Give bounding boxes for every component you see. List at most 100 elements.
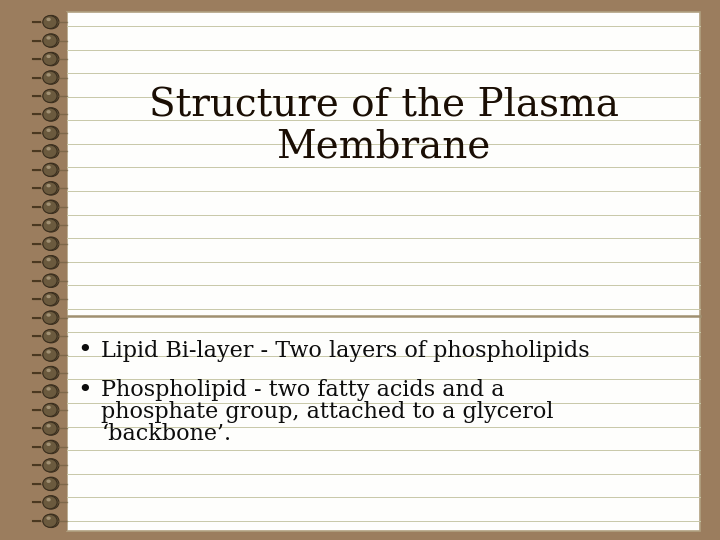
Ellipse shape <box>48 110 53 114</box>
Ellipse shape <box>42 385 57 398</box>
Ellipse shape <box>48 92 53 96</box>
Ellipse shape <box>46 36 51 39</box>
Ellipse shape <box>44 52 59 66</box>
Ellipse shape <box>44 219 59 232</box>
Ellipse shape <box>44 181 59 195</box>
Ellipse shape <box>46 498 51 502</box>
Text: Structure of the Plasma: Structure of the Plasma <box>148 87 618 124</box>
Ellipse shape <box>44 329 59 343</box>
Ellipse shape <box>46 165 51 169</box>
Ellipse shape <box>46 110 51 113</box>
Ellipse shape <box>44 385 59 398</box>
Text: Membrane: Membrane <box>276 129 491 165</box>
Ellipse shape <box>46 516 51 520</box>
Ellipse shape <box>48 55 53 59</box>
Ellipse shape <box>46 276 51 280</box>
Ellipse shape <box>42 256 57 269</box>
Ellipse shape <box>48 369 53 373</box>
Ellipse shape <box>46 461 51 464</box>
Ellipse shape <box>46 443 51 446</box>
Ellipse shape <box>44 34 59 48</box>
Ellipse shape <box>42 145 57 158</box>
Ellipse shape <box>48 350 53 354</box>
Ellipse shape <box>46 480 51 483</box>
Ellipse shape <box>48 424 53 428</box>
Ellipse shape <box>44 459 59 472</box>
Ellipse shape <box>44 366 59 380</box>
Ellipse shape <box>48 517 53 521</box>
FancyBboxPatch shape <box>0 12 67 531</box>
Ellipse shape <box>46 239 51 243</box>
Ellipse shape <box>44 422 59 435</box>
Ellipse shape <box>42 219 57 232</box>
Ellipse shape <box>48 202 53 206</box>
Text: Lipid Bi-layer - Two layers of phospholipids: Lipid Bi-layer - Two layers of phospholi… <box>102 340 590 362</box>
Ellipse shape <box>48 276 53 280</box>
Ellipse shape <box>48 221 53 225</box>
Ellipse shape <box>42 477 57 490</box>
Ellipse shape <box>44 89 59 103</box>
Ellipse shape <box>44 348 59 361</box>
Text: phosphate group, attached to a glycerol: phosphate group, attached to a glycerol <box>102 401 554 423</box>
Ellipse shape <box>46 184 51 187</box>
Ellipse shape <box>48 184 53 188</box>
Ellipse shape <box>42 293 57 306</box>
Ellipse shape <box>48 387 53 391</box>
Ellipse shape <box>44 274 59 287</box>
Ellipse shape <box>46 350 51 354</box>
Ellipse shape <box>42 403 57 416</box>
Ellipse shape <box>48 239 53 244</box>
Ellipse shape <box>48 406 53 410</box>
Ellipse shape <box>44 311 59 325</box>
Ellipse shape <box>48 73 53 77</box>
Ellipse shape <box>48 166 53 170</box>
Ellipse shape <box>48 147 53 151</box>
Ellipse shape <box>48 18 53 22</box>
Ellipse shape <box>42 52 57 65</box>
Ellipse shape <box>42 496 57 509</box>
Ellipse shape <box>44 126 59 140</box>
Ellipse shape <box>44 16 59 29</box>
Ellipse shape <box>46 258 51 261</box>
Ellipse shape <box>44 255 59 269</box>
Ellipse shape <box>42 16 57 29</box>
Ellipse shape <box>48 461 53 465</box>
Ellipse shape <box>48 129 53 132</box>
Ellipse shape <box>46 55 51 58</box>
Ellipse shape <box>46 202 51 206</box>
Ellipse shape <box>44 108 59 121</box>
Ellipse shape <box>42 71 57 84</box>
Ellipse shape <box>42 200 57 213</box>
Ellipse shape <box>46 73 51 77</box>
Ellipse shape <box>46 406 51 409</box>
Ellipse shape <box>46 129 51 132</box>
Ellipse shape <box>44 71 59 84</box>
Ellipse shape <box>48 295 53 299</box>
Ellipse shape <box>46 147 51 151</box>
Ellipse shape <box>42 237 57 250</box>
Ellipse shape <box>46 295 51 298</box>
Ellipse shape <box>46 92 51 95</box>
Ellipse shape <box>46 313 51 317</box>
Ellipse shape <box>46 387 51 390</box>
Ellipse shape <box>42 515 57 527</box>
Ellipse shape <box>42 126 57 139</box>
Ellipse shape <box>46 424 51 428</box>
Ellipse shape <box>42 367 57 380</box>
Text: Phospholipid - two fatty acids and a: Phospholipid - two fatty acids and a <box>102 379 505 401</box>
Ellipse shape <box>44 293 59 306</box>
Ellipse shape <box>42 182 57 195</box>
Ellipse shape <box>46 18 51 21</box>
Ellipse shape <box>46 332 51 335</box>
Ellipse shape <box>44 200 59 213</box>
Ellipse shape <box>42 164 57 177</box>
Ellipse shape <box>42 459 57 472</box>
Ellipse shape <box>44 145 59 158</box>
Ellipse shape <box>48 313 53 318</box>
Ellipse shape <box>48 332 53 336</box>
Ellipse shape <box>44 477 59 490</box>
Ellipse shape <box>42 348 57 361</box>
Ellipse shape <box>48 498 53 502</box>
Ellipse shape <box>42 422 57 435</box>
Ellipse shape <box>48 258 53 262</box>
